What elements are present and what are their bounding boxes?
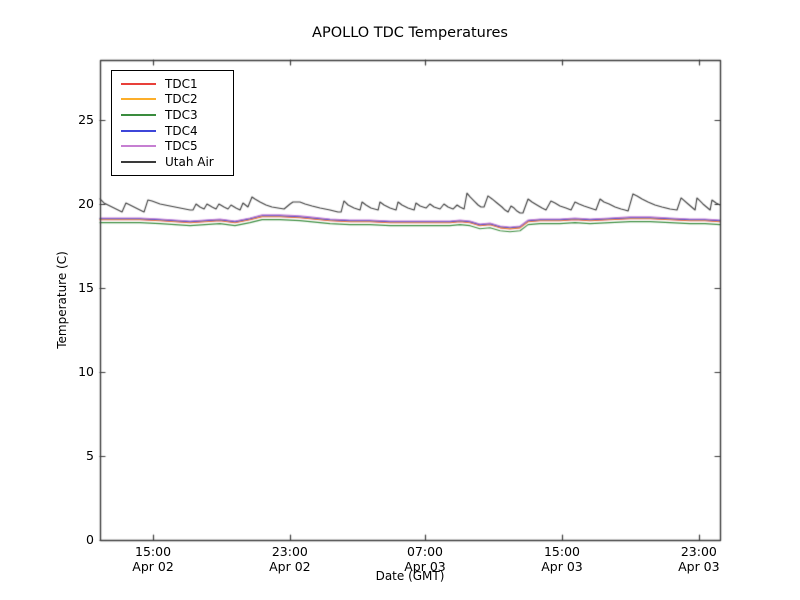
legend-entry: TDC2: [121, 92, 223, 108]
legend-entry: TDC1: [121, 76, 223, 92]
x-tick-date: Apr 03: [678, 559, 720, 574]
legend-entry: TDC5: [121, 138, 223, 154]
legend-label: TDC3: [165, 107, 198, 122]
legend-label: TDC2: [165, 92, 198, 107]
legend-line-sample: [121, 145, 156, 148]
legend-entry: TDC3: [121, 107, 223, 123]
x-tick-date: Apr 03: [541, 559, 583, 574]
chart-title: APOLLO TDC Temperatures: [312, 25, 508, 41]
x-tick-date: Apr 02: [269, 559, 311, 574]
x-tick-time: 15:00: [543, 544, 581, 559]
y-axis-label: Temperature (C): [55, 251, 69, 349]
x-tick-time: 23:00: [271, 544, 308, 559]
legend-entry: Utah Air: [121, 154, 223, 170]
x-tick-label: 07:00 Apr 03: [380, 544, 470, 574]
legend-label: TDC1: [165, 76, 198, 91]
legend-line-sample: [121, 82, 156, 85]
legend: TDC1 TDC2 TDC3 TDC4 TDC5 Utah Air: [111, 70, 234, 176]
legend-line-sample: [121, 113, 156, 116]
x-tick-label: 15:00 Apr 03: [517, 544, 607, 574]
x-tick-date: Apr 02: [132, 559, 174, 574]
x-tick-label: 23:00 Apr 02: [245, 544, 335, 574]
x-tick-date: Apr 03: [404, 559, 446, 574]
legend-line-sample: [121, 129, 156, 132]
x-tick-time: 15:00: [135, 544, 172, 559]
x-tick-time: 23:00: [680, 544, 717, 559]
y-tick-label: 0: [86, 532, 94, 547]
y-tick-label: 15: [78, 279, 94, 295]
legend-label: TDC4: [165, 123, 198, 138]
legend-line-sample: [121, 98, 156, 101]
legend-label: Utah Air: [165, 154, 214, 169]
y-tick-label: 25: [78, 111, 94, 127]
legend-label: TDC5: [165, 139, 198, 154]
legend-line-sample: [121, 160, 156, 163]
x-tick-label: 15:00 Apr 02: [108, 544, 198, 574]
legend-entry: TDC4: [121, 123, 223, 139]
y-tick-label: 10: [78, 363, 94, 379]
x-tick-label: 23:00 Apr 03: [654, 544, 744, 574]
y-tick-label: 20: [78, 195, 94, 211]
x-axis-label: Date (GMT): [375, 569, 445, 583]
x-tick-time: 07:00: [406, 544, 444, 559]
y-tick-label: 5: [86, 447, 94, 463]
